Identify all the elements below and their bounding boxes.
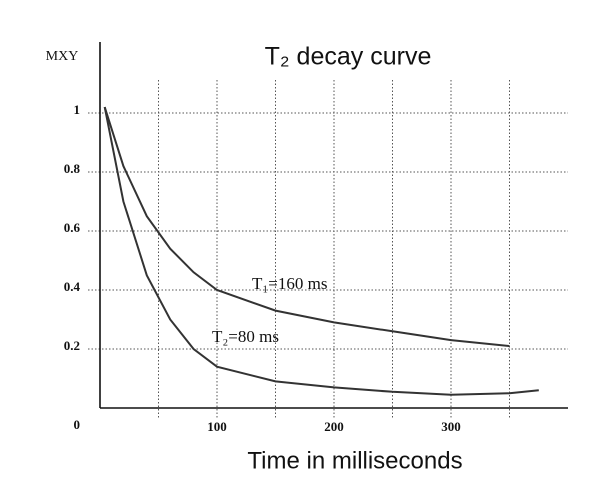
curve: [103, 106, 539, 396]
y-tick-label: 0: [74, 417, 81, 432]
x-tick-label: 300: [441, 419, 461, 434]
x-tick-label: 100: [207, 419, 227, 434]
y-axis-label: MXY: [46, 49, 79, 64]
chart-title: T₂ decay curve: [265, 43, 432, 71]
y-tick-label: 0.6: [64, 220, 81, 235]
y-tick-label: 0.2: [64, 338, 80, 353]
curve-label: T₂=80 ms: [212, 327, 279, 346]
x-axis-label: Time in milliseconds: [247, 447, 462, 474]
y-tick-label: 0.8: [64, 161, 81, 176]
y-tick-label: 0.4: [64, 279, 81, 294]
y-tick-label: 1: [74, 102, 81, 117]
x-tick-label: 200: [324, 419, 344, 434]
curve-label: T₁=160 ms: [252, 274, 328, 293]
curve: [103, 106, 510, 348]
